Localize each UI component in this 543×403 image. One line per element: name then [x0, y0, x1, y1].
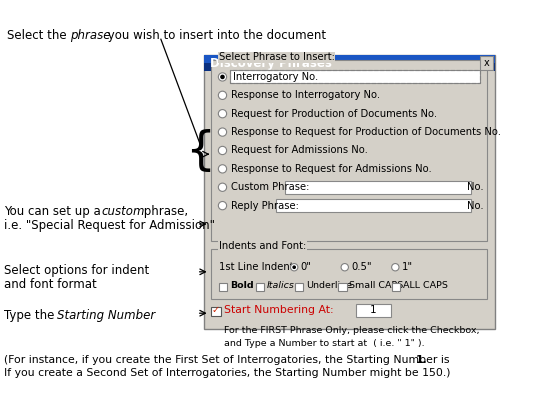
Circle shape [341, 264, 349, 271]
Circle shape [218, 128, 226, 136]
Bar [338, 283, 346, 291]
Text: Select Phrase to Insert:: Select Phrase to Insert: [219, 52, 334, 62]
Text: For the FIRST Phrase Only, please click the Checkbox,: For the FIRST Phrase Only, please click … [224, 326, 480, 335]
Bar [230, 71, 480, 83]
Text: {: { [185, 129, 216, 174]
Text: 1st Line Indent:: 1st Line Indent: [219, 262, 296, 272]
Text: Bold: Bold [230, 281, 254, 290]
Circle shape [291, 264, 298, 271]
Bar [392, 283, 400, 291]
Text: If you create a Second Set of Interrogatories, the Starting Number might be 150.: If you create a Second Set of Interrogat… [4, 368, 450, 378]
Text: ✓: ✓ [212, 305, 220, 316]
Text: 1": 1" [402, 262, 413, 272]
Text: Interrogatory No.: Interrogatory No. [232, 72, 318, 82]
Bar [480, 56, 493, 71]
Circle shape [218, 202, 226, 210]
Text: Request for Admissions No.: Request for Admissions No. [231, 145, 368, 156]
Text: No.: No. [467, 182, 484, 192]
Bar [204, 55, 495, 71]
Bar [211, 249, 487, 299]
Text: Starting Number: Starting Number [57, 309, 155, 322]
Text: Response to Request for Production of Documents No.: Response to Request for Production of Do… [231, 127, 501, 137]
Circle shape [218, 183, 226, 191]
Text: Reply Phrase:: Reply Phrase: [231, 201, 299, 211]
Text: i.e. "Special Request for Admission": i.e. "Special Request for Admission" [4, 219, 214, 233]
Text: you wish to insert into the document: you wish to insert into the document [104, 29, 326, 42]
Bar [285, 181, 471, 194]
Text: (For instance, if you create the First Set of Interrogatories, the Starting Numb: (For instance, if you create the First S… [4, 355, 453, 365]
Circle shape [218, 73, 226, 81]
Bar [204, 63, 495, 71]
Bar [211, 60, 487, 241]
Bar [276, 199, 471, 212]
Text: phrase: phrase [70, 29, 110, 42]
Text: You can set up a: You can set up a [4, 205, 104, 218]
Text: and Type a Number to start at  ( i.e. " 1" ).: and Type a Number to start at ( i.e. " 1… [224, 339, 425, 348]
Circle shape [392, 264, 399, 271]
Text: 1: 1 [370, 305, 376, 316]
Text: Discovery Phrases: Discovery Phrases [210, 57, 331, 70]
Circle shape [292, 266, 296, 269]
Circle shape [220, 75, 225, 79]
Text: x: x [483, 58, 489, 68]
Text: Custom Phrase:: Custom Phrase: [231, 182, 309, 192]
Bar [211, 307, 220, 316]
Circle shape [218, 165, 226, 173]
Text: Select the: Select the [8, 29, 71, 42]
Text: Request for Production of Documents No.: Request for Production of Documents No. [231, 109, 437, 119]
Text: custom: custom [101, 205, 144, 218]
Text: No.: No. [467, 201, 484, 211]
Text: Indents and Font:: Indents and Font: [219, 241, 306, 251]
Circle shape [218, 110, 226, 118]
Text: 1.: 1. [415, 355, 427, 365]
Text: Italics: Italics [267, 281, 294, 290]
Text: Type the: Type the [4, 309, 58, 322]
Circle shape [218, 146, 226, 155]
Text: ALL CAPS: ALL CAPS [403, 281, 447, 290]
Text: 0.5": 0.5" [351, 262, 372, 272]
Bar [230, 71, 480, 83]
Bar [219, 283, 227, 291]
Text: Underline: Underline [306, 281, 352, 290]
Text: Response to Interrogatory No.: Response to Interrogatory No. [231, 90, 380, 100]
Text: Small CAPS: Small CAPS [349, 281, 403, 290]
Bar [295, 283, 304, 291]
Bar [356, 304, 391, 317]
Text: phrase,: phrase, [140, 205, 188, 218]
Text: Start Numbering At:: Start Numbering At: [224, 305, 334, 316]
Circle shape [218, 91, 226, 100]
Text: 0": 0" [301, 262, 312, 272]
Bar [204, 55, 495, 329]
Bar [256, 283, 264, 291]
Text: and font format: and font format [4, 278, 97, 291]
Text: Response to Request for Admissions No.: Response to Request for Admissions No. [231, 164, 432, 174]
Text: Select options for indent: Select options for indent [4, 264, 149, 276]
